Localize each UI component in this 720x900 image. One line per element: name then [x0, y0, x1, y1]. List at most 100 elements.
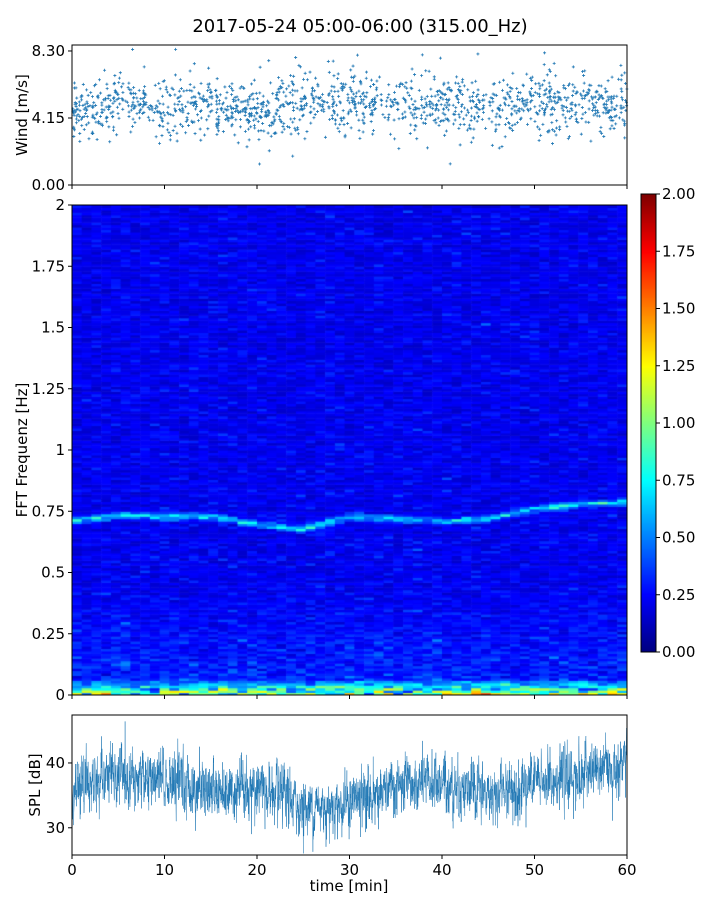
wind-point: [458, 91, 462, 95]
wind-point: [270, 120, 274, 124]
wind-point: [491, 92, 495, 96]
wind-point: [351, 64, 355, 68]
wind-point: [225, 90, 229, 94]
wind-point: [342, 123, 346, 127]
wind-point: [316, 109, 320, 113]
wind-point: [428, 105, 432, 109]
wind-point: [606, 109, 610, 113]
wind-point: [274, 131, 278, 135]
wind-point: [435, 107, 439, 111]
wind-point: [579, 132, 583, 136]
wind-point: [150, 108, 154, 112]
wind-point: [487, 117, 491, 121]
wind-point: [188, 88, 192, 92]
wind-point: [115, 98, 119, 102]
wind-point: [158, 87, 162, 91]
wind-point: [166, 105, 170, 109]
wind-point: [543, 108, 547, 112]
wind-point: [117, 116, 121, 120]
wind-point: [581, 69, 585, 73]
wind-point: [215, 94, 219, 98]
wind-point: [561, 113, 565, 117]
wind-point: [602, 134, 606, 138]
wind-point: [409, 111, 413, 115]
wind-point: [408, 107, 412, 111]
wind-point: [422, 110, 426, 114]
x-tick-label: 60: [617, 861, 636, 879]
wind-point: [282, 127, 286, 131]
wind-point: [583, 94, 587, 98]
wind-point: [336, 126, 340, 130]
wind-point: [210, 96, 214, 100]
wind-point: [415, 137, 419, 141]
wind-point: [112, 125, 116, 129]
wind-point: [341, 82, 345, 86]
wind-point: [267, 101, 271, 105]
wind-point: [339, 82, 343, 86]
wind-point: [208, 110, 212, 114]
wind-point: [97, 78, 101, 82]
wind-point: [333, 122, 337, 126]
wind-point: [565, 105, 569, 109]
wind-point: [282, 90, 286, 94]
wind-point: [186, 100, 190, 104]
wind-point: [475, 111, 479, 115]
wind-point: [179, 122, 183, 126]
wind-point: [478, 100, 482, 104]
wind-point: [558, 128, 562, 132]
wind-point: [552, 61, 556, 65]
wind-point: [409, 123, 413, 127]
wind-point: [596, 97, 600, 101]
wind-point: [356, 53, 360, 57]
wind-point: [410, 97, 414, 101]
wind-point: [246, 127, 250, 131]
wind-point: [194, 100, 198, 104]
wind-point: [200, 97, 204, 101]
wind-point: [478, 108, 482, 112]
wind-point: [289, 117, 293, 121]
wind-point: [441, 92, 445, 96]
wind-point: [85, 101, 89, 105]
wind-point: [610, 105, 614, 109]
y-tick-label: 4.15: [32, 109, 65, 127]
wind-point: [220, 106, 224, 110]
wind-point: [493, 93, 497, 97]
wind-point: [457, 112, 461, 116]
wind-point: [470, 99, 474, 103]
wind-point: [520, 107, 524, 111]
wind-point: [421, 106, 425, 110]
wind-point: [357, 101, 361, 105]
wind-point: [146, 115, 150, 119]
wind-point: [207, 82, 211, 86]
wind-point: [619, 106, 623, 110]
wind-point: [490, 109, 494, 113]
wind-point: [207, 102, 211, 106]
wind-point: [129, 108, 133, 112]
wind-point: [142, 65, 146, 69]
wind-point: [456, 98, 460, 102]
wind-point: [511, 71, 515, 75]
wind-point: [387, 93, 391, 97]
wind-point: [401, 96, 405, 100]
wind-point: [494, 123, 498, 127]
wind-point: [489, 96, 493, 100]
wind-point: [141, 105, 145, 109]
spectrogram-y-label: FFT Frequenz [Hz]: [13, 383, 31, 518]
wind-point: [389, 98, 393, 102]
wind-point: [357, 118, 361, 122]
wind-point: [412, 108, 416, 112]
wind-point: [233, 95, 237, 99]
wind-point: [508, 85, 512, 89]
wind-point: [198, 96, 202, 100]
wind-point: [542, 93, 546, 97]
wind-point: [414, 124, 418, 128]
wind-point: [552, 95, 556, 99]
wind-point: [553, 99, 557, 103]
wind-point: [549, 113, 553, 117]
wind-point: [548, 84, 552, 88]
wind-point: [340, 88, 344, 92]
wind-point: [365, 91, 369, 95]
wind-point: [610, 75, 614, 79]
wind-point: [266, 114, 270, 118]
wind-point: [134, 92, 138, 96]
